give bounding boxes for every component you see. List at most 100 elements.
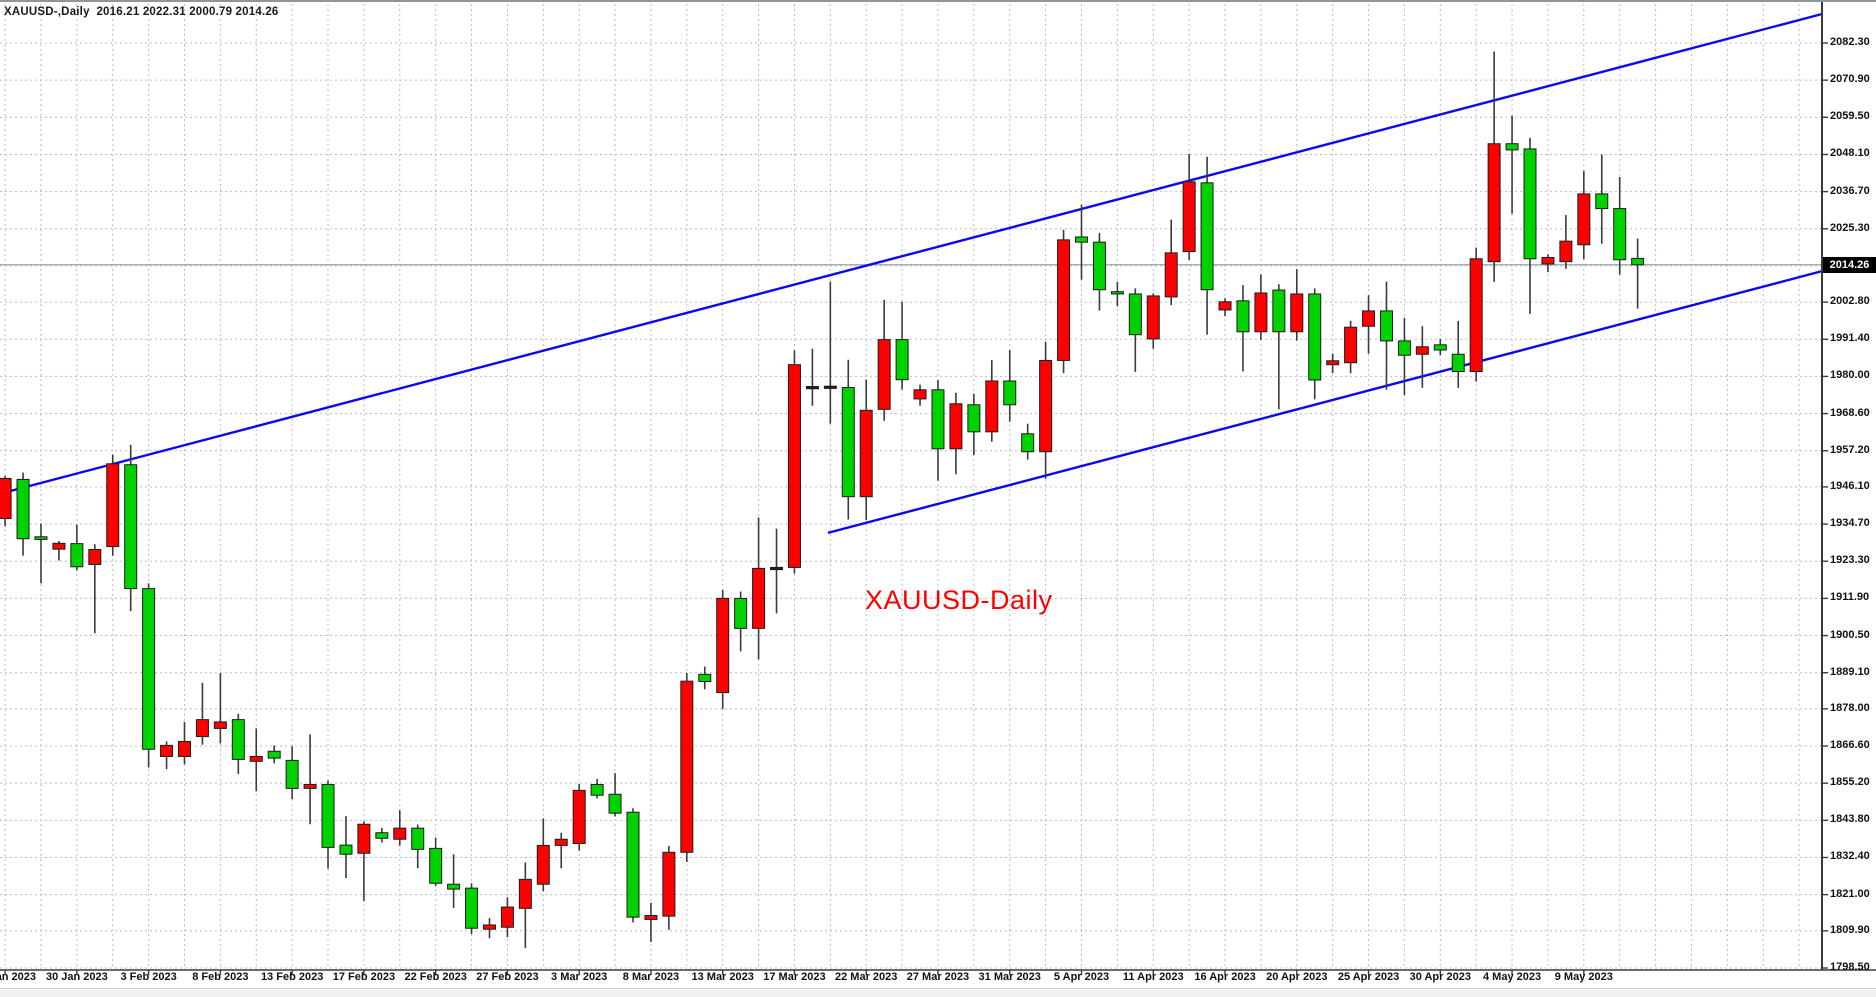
candle[interactable] <box>716 597 730 694</box>
candle[interactable] <box>1595 193 1609 210</box>
candle[interactable] <box>859 409 873 498</box>
price-axis-label: 1843.80 <box>1830 813 1870 826</box>
candle[interactable] <box>877 339 891 410</box>
candle[interactable] <box>393 827 407 840</box>
candle[interactable] <box>1344 326 1358 364</box>
candle[interactable] <box>249 755 263 762</box>
candle[interactable] <box>1415 346 1429 355</box>
candle[interactable] <box>787 364 801 568</box>
candle[interactable] <box>375 832 389 839</box>
candle[interactable] <box>644 915 658 920</box>
candle[interactable] <box>267 750 281 759</box>
candle[interactable] <box>518 878 532 909</box>
chart-watermark-label: XAUUSD-Daily <box>865 585 1053 615</box>
candle[interactable] <box>572 789 586 844</box>
candle[interactable] <box>554 838 568 846</box>
candle[interactable] <box>124 464 138 590</box>
candle[interactable] <box>1290 293 1304 333</box>
candle[interactable] <box>16 478 30 540</box>
candle[interactable] <box>1505 143 1519 151</box>
candle[interactable] <box>160 744 174 757</box>
candle[interactable] <box>1075 236 1088 243</box>
candle[interactable] <box>1487 143 1501 263</box>
candle[interactable] <box>303 783 317 789</box>
trendline-lower[interactable] <box>827 269 1823 535</box>
candle[interactable] <box>411 827 425 850</box>
candle[interactable] <box>1433 344 1447 351</box>
candle[interactable] <box>1182 181 1196 253</box>
candle[interactable] <box>1541 256 1555 265</box>
candle[interactable] <box>536 844 550 885</box>
candle[interactable] <box>142 588 156 750</box>
candle[interactable] <box>1164 252 1178 298</box>
price-axis-label: 1923.30 <box>1830 554 1870 567</box>
candle[interactable] <box>626 811 640 918</box>
candle[interactable] <box>447 883 461 890</box>
candle[interactable] <box>1397 340 1411 356</box>
candle[interactable] <box>1613 208 1627 261</box>
candle[interactable] <box>931 389 945 450</box>
candle[interactable] <box>1379 310 1393 342</box>
candle[interactable] <box>88 548 102 565</box>
candle[interactable] <box>1577 193 1591 246</box>
candle[interactable] <box>662 851 676 917</box>
candle[interactable] <box>1110 291 1124 295</box>
candle[interactable] <box>680 680 694 853</box>
candle[interactable] <box>1146 295 1160 340</box>
candle[interactable] <box>429 847 443 884</box>
candle[interactable] <box>967 404 981 433</box>
date-axis-label: 31 Mar 2023 <box>978 971 1041 983</box>
candle[interactable] <box>1523 148 1537 260</box>
candle[interactable] <box>608 793 622 814</box>
candle[interactable] <box>1308 293 1322 381</box>
candle[interactable] <box>1236 300 1250 333</box>
candle[interactable] <box>895 339 909 381</box>
candle[interactable] <box>913 389 927 400</box>
candle[interactable] <box>285 759 299 789</box>
candle[interactable] <box>1559 240 1573 263</box>
candle[interactable] <box>1003 380 1017 406</box>
candle[interactable] <box>1254 292 1268 333</box>
candle[interactable] <box>339 844 353 855</box>
candle[interactable] <box>1057 239 1071 361</box>
candle[interactable] <box>106 463 120 548</box>
candle[interactable] <box>1362 310 1376 327</box>
candle[interactable] <box>841 387 855 498</box>
candle[interactable] <box>0 477 12 520</box>
candle[interactable] <box>1200 182 1214 291</box>
candle[interactable] <box>357 823 371 854</box>
trendline-upper[interactable] <box>0 12 1823 495</box>
candle[interactable] <box>1039 359 1053 453</box>
candle[interactable] <box>734 597 748 629</box>
candle[interactable] <box>70 543 84 568</box>
candle[interactable] <box>1021 433 1035 453</box>
candle[interactable] <box>770 566 784 571</box>
candle[interactable] <box>1092 241 1106 291</box>
candle[interactable] <box>985 380 999 433</box>
price-axis-label: 1878.00 <box>1830 701 1870 714</box>
candle[interactable] <box>1218 301 1232 311</box>
candle[interactable] <box>213 721 227 729</box>
candle[interactable] <box>590 783 604 796</box>
candle[interactable] <box>34 536 48 540</box>
candle[interactable] <box>1631 257 1645 266</box>
candle[interactable] <box>482 924 496 930</box>
candle[interactable] <box>1128 293 1142 336</box>
candle[interactable] <box>1272 289 1286 333</box>
candle[interactable] <box>321 783 335 848</box>
candle[interactable] <box>1326 360 1340 366</box>
candle[interactable] <box>949 403 963 450</box>
candle[interactable] <box>1469 258 1483 373</box>
candle[interactable] <box>465 887 479 929</box>
candle[interactable] <box>805 386 819 390</box>
candle[interactable] <box>823 385 837 389</box>
candle[interactable] <box>195 719 209 738</box>
candle[interactable] <box>178 740 191 757</box>
candle[interactable] <box>698 673 712 682</box>
candle[interactable] <box>52 542 66 550</box>
candle[interactable] <box>231 719 245 760</box>
candle[interactable] <box>500 906 514 928</box>
candle[interactable] <box>752 567 766 629</box>
candle[interactable] <box>1451 353 1465 373</box>
